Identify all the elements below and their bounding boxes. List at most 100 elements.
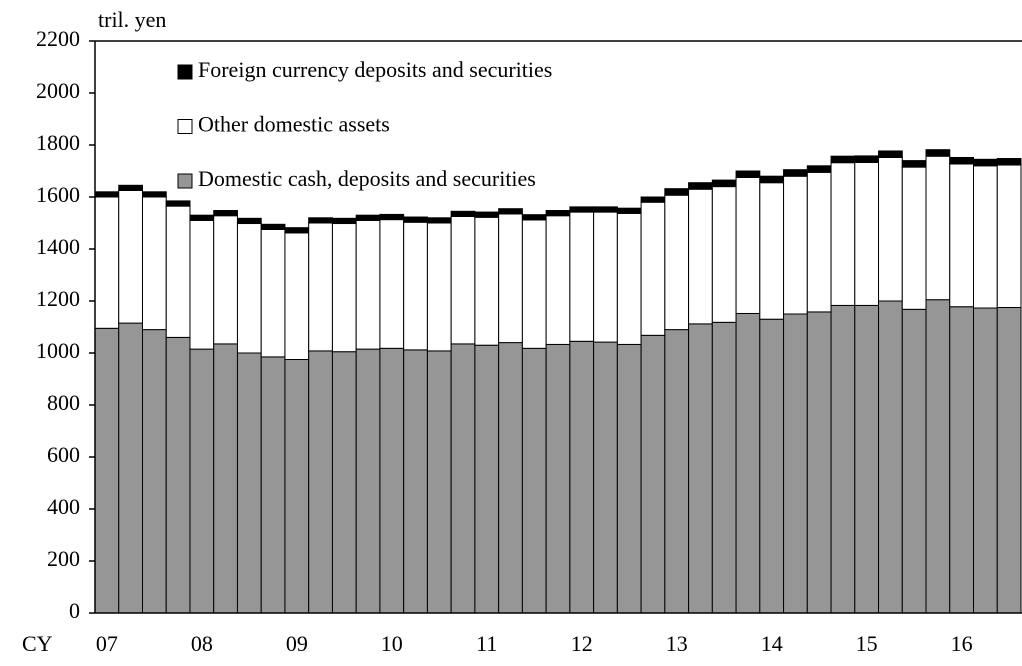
y-tick-label: 2200 bbox=[36, 26, 80, 51]
legend-swatch bbox=[177, 64, 193, 80]
x-tick-label: 11 bbox=[476, 631, 497, 656]
bar-segment bbox=[355, 219, 381, 350]
bar-segment bbox=[521, 219, 547, 349]
bar-segment bbox=[759, 175, 785, 184]
bar-segment bbox=[569, 340, 595, 614]
bar-segment bbox=[474, 344, 500, 614]
bar-segment bbox=[260, 223, 286, 231]
bar-segment bbox=[331, 223, 357, 353]
bar-segment bbox=[426, 350, 452, 614]
bar-segment bbox=[236, 352, 262, 614]
bar-segment bbox=[664, 188, 690, 196]
bar-segment bbox=[141, 329, 167, 614]
y-tick-label: 2000 bbox=[36, 78, 80, 103]
bar-segment bbox=[593, 341, 618, 614]
bar-segment bbox=[878, 156, 903, 302]
bar-segment bbox=[783, 313, 808, 614]
bar-segment bbox=[426, 222, 452, 352]
bar-segment bbox=[379, 347, 405, 614]
bar-segment bbox=[189, 348, 215, 614]
legend-label: Other domestic assets bbox=[198, 112, 390, 137]
bar-segment bbox=[498, 213, 523, 344]
bar-segment bbox=[973, 158, 998, 167]
y-tick-label: 1400 bbox=[36, 234, 80, 259]
bar-segment bbox=[545, 343, 571, 614]
x-tick-label: 07 bbox=[96, 631, 118, 656]
bar-segment bbox=[735, 177, 761, 314]
bar-segment bbox=[403, 216, 428, 223]
bar-segment bbox=[260, 356, 286, 614]
bar-segment bbox=[379, 213, 405, 221]
bar-segment bbox=[165, 200, 191, 207]
bar-segment bbox=[236, 223, 262, 354]
bar-segment bbox=[925, 299, 951, 614]
bar-segment bbox=[854, 155, 880, 163]
y-tick-label: 1800 bbox=[36, 130, 80, 155]
bar-segment bbox=[759, 182, 785, 320]
x-tick-label: 14 bbox=[761, 631, 783, 656]
bar-segment bbox=[806, 171, 832, 313]
bar-segment bbox=[711, 179, 737, 188]
bar-segment bbox=[640, 334, 666, 614]
y-tick-label: 200 bbox=[47, 546, 80, 571]
bar-segment bbox=[236, 217, 262, 225]
bar-segment bbox=[688, 188, 713, 325]
x-tick-label: 09 bbox=[286, 631, 308, 656]
bar-segment bbox=[450, 216, 476, 345]
bar-segment bbox=[355, 214, 381, 221]
y-tick-label: 800 bbox=[47, 390, 80, 415]
bar-segment bbox=[308, 222, 333, 352]
bar-segment bbox=[664, 194, 690, 331]
bar-segment bbox=[450, 210, 476, 218]
bar-segment bbox=[711, 186, 737, 323]
bar-segment bbox=[616, 343, 642, 614]
x-tick-label: 16 bbox=[951, 631, 973, 656]
bar-segment bbox=[165, 205, 191, 338]
bar-segment bbox=[616, 212, 642, 345]
y-tick-label: 1000 bbox=[36, 338, 80, 363]
bar-segment bbox=[189, 219, 215, 350]
x-axis-label: CY bbox=[22, 631, 53, 656]
legend-swatch bbox=[177, 173, 193, 189]
bar-segment bbox=[331, 217, 357, 225]
bar-segment bbox=[521, 347, 547, 614]
bar-segment bbox=[379, 219, 405, 349]
bar-segment bbox=[925, 149, 951, 157]
bar-segment bbox=[996, 158, 1022, 166]
legend-label: Domestic cash, deposits and securities bbox=[198, 166, 536, 191]
bar-segment bbox=[925, 155, 951, 301]
bar-segment bbox=[141, 196, 167, 331]
x-tick-label: 10 bbox=[381, 631, 403, 656]
bar-segment bbox=[735, 170, 761, 178]
bar-segment bbox=[806, 165, 832, 173]
bar-segment bbox=[783, 175, 808, 315]
bar-segment bbox=[260, 229, 286, 358]
bar-segment bbox=[711, 321, 737, 614]
bar-segment bbox=[759, 318, 785, 614]
bar-segment bbox=[189, 214, 215, 221]
bar-segment bbox=[569, 211, 595, 342]
y-tick-label: 1200 bbox=[36, 286, 80, 311]
bar-segment bbox=[94, 327, 120, 614]
bar-segment bbox=[593, 211, 618, 343]
bar-segment bbox=[996, 164, 1022, 308]
bar-segment bbox=[450, 343, 476, 614]
bar-segment bbox=[593, 206, 618, 213]
bar-segment bbox=[735, 312, 761, 614]
bar-segment bbox=[403, 349, 428, 614]
bar-segment bbox=[830, 162, 856, 306]
bar-segment bbox=[901, 160, 927, 168]
bar-segment bbox=[426, 217, 452, 224]
x-tick-label: 15 bbox=[856, 631, 878, 656]
bar-segment bbox=[949, 156, 975, 165]
bar-segment bbox=[213, 343, 238, 614]
bar-segment bbox=[308, 350, 333, 614]
bar-segment bbox=[118, 322, 143, 614]
bar-segment bbox=[118, 184, 143, 192]
bar-segment bbox=[616, 207, 642, 214]
bar-segment bbox=[878, 300, 903, 614]
bar-segment bbox=[498, 342, 523, 614]
bar-segment bbox=[901, 166, 927, 310]
y-tick-label: 600 bbox=[47, 442, 80, 467]
